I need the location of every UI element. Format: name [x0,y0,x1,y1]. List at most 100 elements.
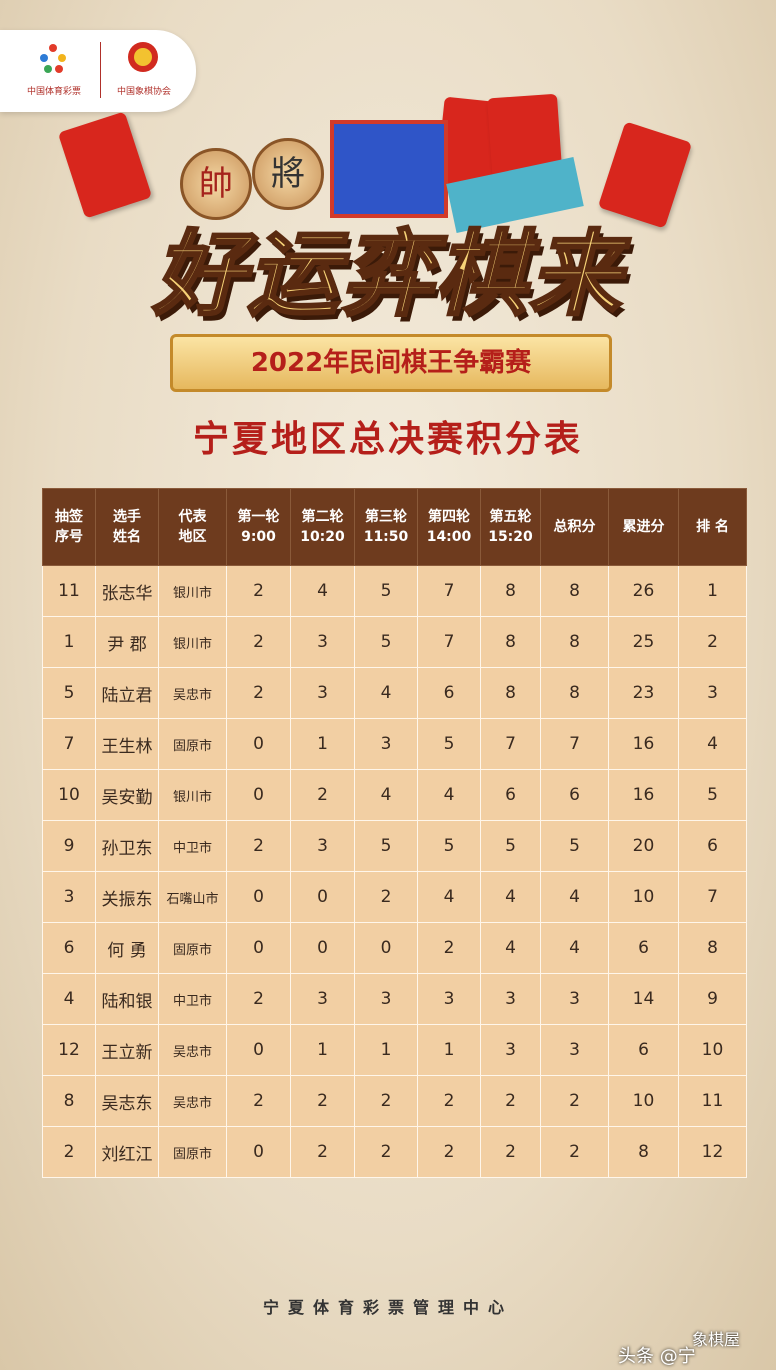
banner-text: 2022年民间棋王争霸赛 [250,348,532,378]
header-line: 抽签 [55,509,83,525]
table-cell: 0 [354,922,418,974]
table-cell: 4 [678,718,747,770]
table-cell: 王立新 [95,1024,159,1076]
table-cell: 1 [42,616,96,668]
logo-box: 中国体育彩票 中国象棋协会 [0,30,196,112]
table-cell: 2 [480,1075,541,1127]
table-cell: 20 [608,820,679,872]
table-cell: 7 [42,718,96,770]
table-cell: 0 [290,871,355,923]
table-cell: 中卫市 [158,973,227,1025]
header-line: 选手 [113,509,141,525]
chess-piece: 帥 [180,148,252,220]
table-cell: 何 勇 [95,922,159,974]
table-cell: 4 [480,922,541,974]
header-line: 14:00 [426,529,472,545]
lottery-icon [40,44,66,73]
table-cell: 0 [290,922,355,974]
table-row: 7 王生林 固原市 0 1 3 5 7 7 16 4 [42,718,747,770]
table-cell: 3 [540,973,609,1025]
logo-left-text: 中国体育彩票 [26,87,81,97]
table-cell: 26 [608,565,679,617]
column-header: 抽签 序号 [42,488,96,566]
table-cell: 3 [480,1024,541,1076]
table-cell: 8 [42,1075,96,1127]
table-cell: 10 [608,871,679,923]
table-cell: 4 [480,871,541,923]
table-cell: 2 [226,616,291,668]
table-cell: 5 [417,820,481,872]
table-cell: 3 [417,973,481,1025]
table-cell: 4 [42,973,96,1025]
table-cell: 5 [678,769,747,821]
table-cell: 3 [540,1024,609,1076]
chess-piece: 將 [252,138,324,210]
table-cell: 8 [480,667,541,719]
table-cell: 3 [678,667,747,719]
table-cell: 0 [226,871,291,923]
table-cell: 8 [678,922,747,974]
table-cell: 3 [290,667,355,719]
table-cell: 3 [354,718,418,770]
header-line: 11:50 [363,529,409,545]
table-cell: 2 [354,1126,418,1178]
table-cell: 银川市 [158,616,227,668]
table-cell: 6 [608,922,679,974]
table-cell: 4 [540,922,609,974]
table-cell: 孙卫东 [95,820,159,872]
table-cell: 6 [417,667,481,719]
table-cell: 6 [678,820,747,872]
table-cell: 9 [42,820,96,872]
table-cell: 5 [354,616,418,668]
table-cell: 7 [678,871,747,923]
table-cell: 1 [290,718,355,770]
column-header: 第一轮 9:00 [226,488,291,566]
table-cell: 8 [608,1126,679,1178]
table-cell: 3 [42,871,96,923]
table-row: 3 关振东 石嘴山市 0 0 2 4 4 4 10 7 [42,871,747,923]
header-line: 姓名 [113,529,141,545]
header-line: 10:20 [300,529,345,545]
table-cell: 1 [354,1024,418,1076]
header-line: 15:20 [488,529,533,545]
table-cell: 中卫市 [158,820,227,872]
table-cell: 5 [42,667,96,719]
table-cell: 6 [480,769,541,821]
header-line: 代表 [178,509,207,525]
table-cell: 2 [226,820,291,872]
table-cell: 12 [42,1024,96,1076]
table-cell: 8 [480,616,541,668]
table-cell: 尹 郡 [95,616,159,668]
table-cell: 吴忠市 [158,1075,227,1127]
table-cell: 3 [290,973,355,1025]
table-cell: 7 [480,718,541,770]
table-row: 2 刘红江 固原市 0 2 2 2 2 2 8 12 [42,1126,747,1178]
table-cell: 陆立君 [95,667,159,719]
table-cell: 银川市 [158,565,227,617]
header-line: 第一轮 [237,509,280,525]
column-header: 总积分 [540,488,609,566]
table-cell: 吴忠市 [158,1024,227,1076]
table-cell: 2 [480,1126,541,1178]
header-line: 排 名 [696,519,729,535]
table-cell: 10 [42,769,96,821]
table-row: 11 张志华 银川市 2 4 5 7 8 8 26 1 [42,565,747,617]
table-cell: 张志华 [95,565,159,617]
header-line: 总积分 [553,519,596,535]
table-cell: 2 [354,871,418,923]
table-cell: 2 [226,565,291,617]
score-table: 抽签 序号 选手 姓名 代表 地区 第一轮 9:00 第二轮 10:20 第三轮 11:50 第四轮 14… [42,488,747,1178]
table-cell: 0 [226,922,291,974]
table-cell: 固原市 [158,922,227,974]
table-cell: 2 [42,1126,96,1178]
table-cell: 7 [417,565,481,617]
table-cell: 银川市 [158,769,227,821]
table-cell: 5 [354,565,418,617]
banner [170,334,612,392]
association-icon [128,42,158,72]
table-cell: 2 [678,616,747,668]
table-body: 11 张志华 银川市 2 4 5 7 8 8 26 1 1 尹 郡银川市 2 3 5 7 8 8 25 2 5 陆立君 吴忠市… [42,565,747,1178]
table-row: 4 陆和银 中卫市 2 3 3 3 3 3 14 9 [42,973,747,1025]
